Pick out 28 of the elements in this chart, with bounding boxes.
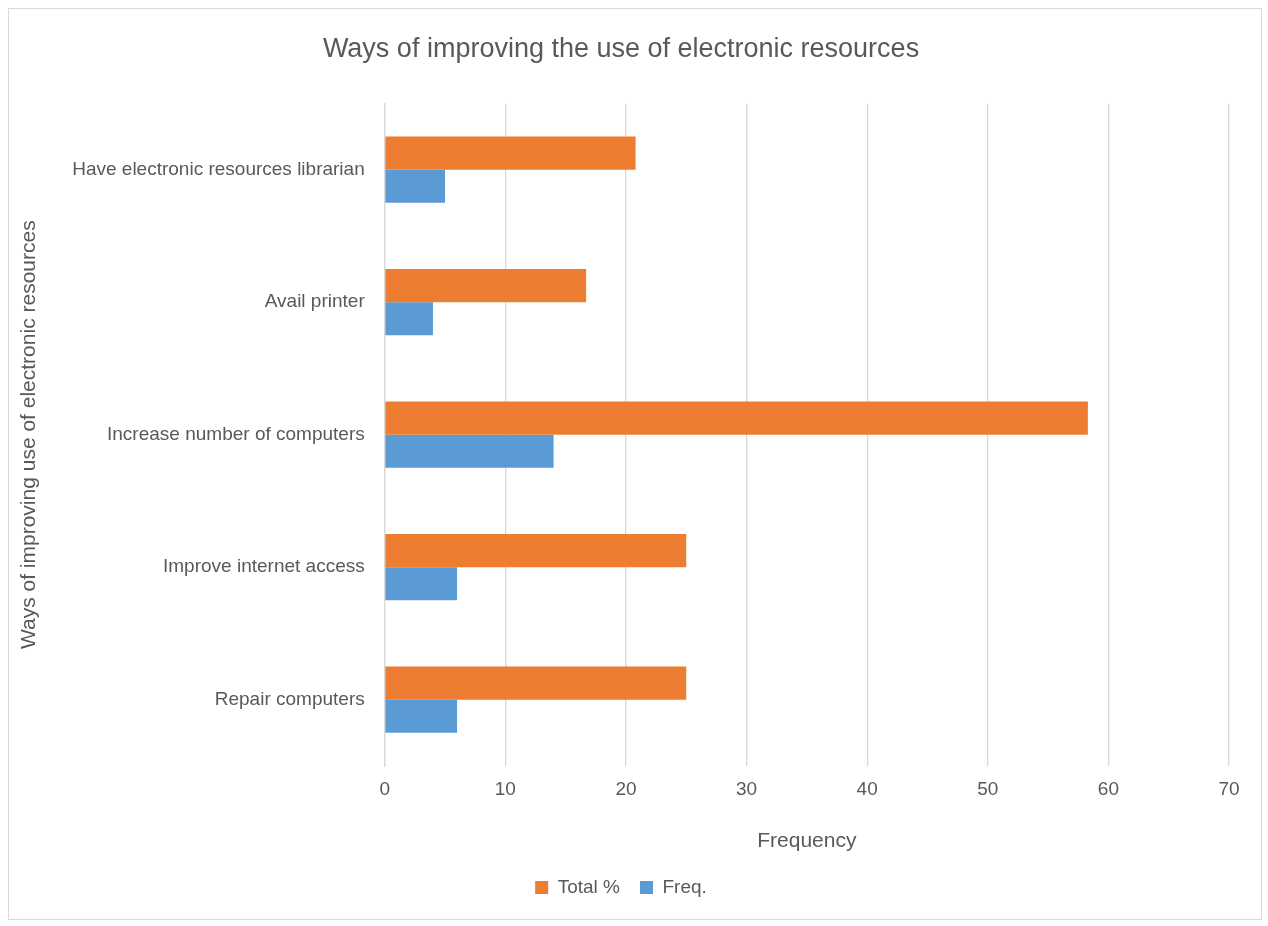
bar bbox=[385, 169, 446, 203]
bar bbox=[385, 699, 458, 733]
bar bbox=[385, 401, 1088, 435]
bar bbox=[385, 666, 687, 700]
y-axis-title: Ways of improving use of electronic resources bbox=[16, 220, 40, 650]
bar bbox=[385, 269, 587, 303]
y-tick-label: Increase number of computers bbox=[107, 422, 365, 444]
x-tick-label: 40 bbox=[856, 777, 878, 799]
y-tick-label: Avail printer bbox=[264, 290, 366, 312]
x-tick-label: 60 bbox=[1097, 777, 1119, 799]
x-tick-label: 50 bbox=[977, 777, 999, 799]
x-tick-label: 10 bbox=[494, 777, 516, 799]
x-axis-title: Frequency bbox=[757, 828, 857, 852]
legend-label: Freq. bbox=[662, 875, 707, 897]
x-tick-label: 70 bbox=[1218, 777, 1240, 799]
y-tick-label: Repair computers bbox=[214, 687, 365, 709]
x-tick-label: 0 bbox=[379, 777, 390, 799]
y-tick-label: Have electronic resources librarian bbox=[72, 157, 365, 179]
bar bbox=[385, 434, 554, 468]
x-tick-label: 20 bbox=[615, 777, 637, 799]
bar bbox=[385, 136, 636, 170]
bar bbox=[385, 534, 687, 568]
chart-title: Ways of improving the use of electronic resources bbox=[322, 32, 920, 63]
bar bbox=[385, 302, 433, 336]
legend-label: Total % bbox=[557, 875, 621, 897]
bar bbox=[385, 567, 458, 601]
y-tick-label: Improve internet access bbox=[163, 555, 365, 577]
x-tick-label: 30 bbox=[735, 777, 758, 799]
